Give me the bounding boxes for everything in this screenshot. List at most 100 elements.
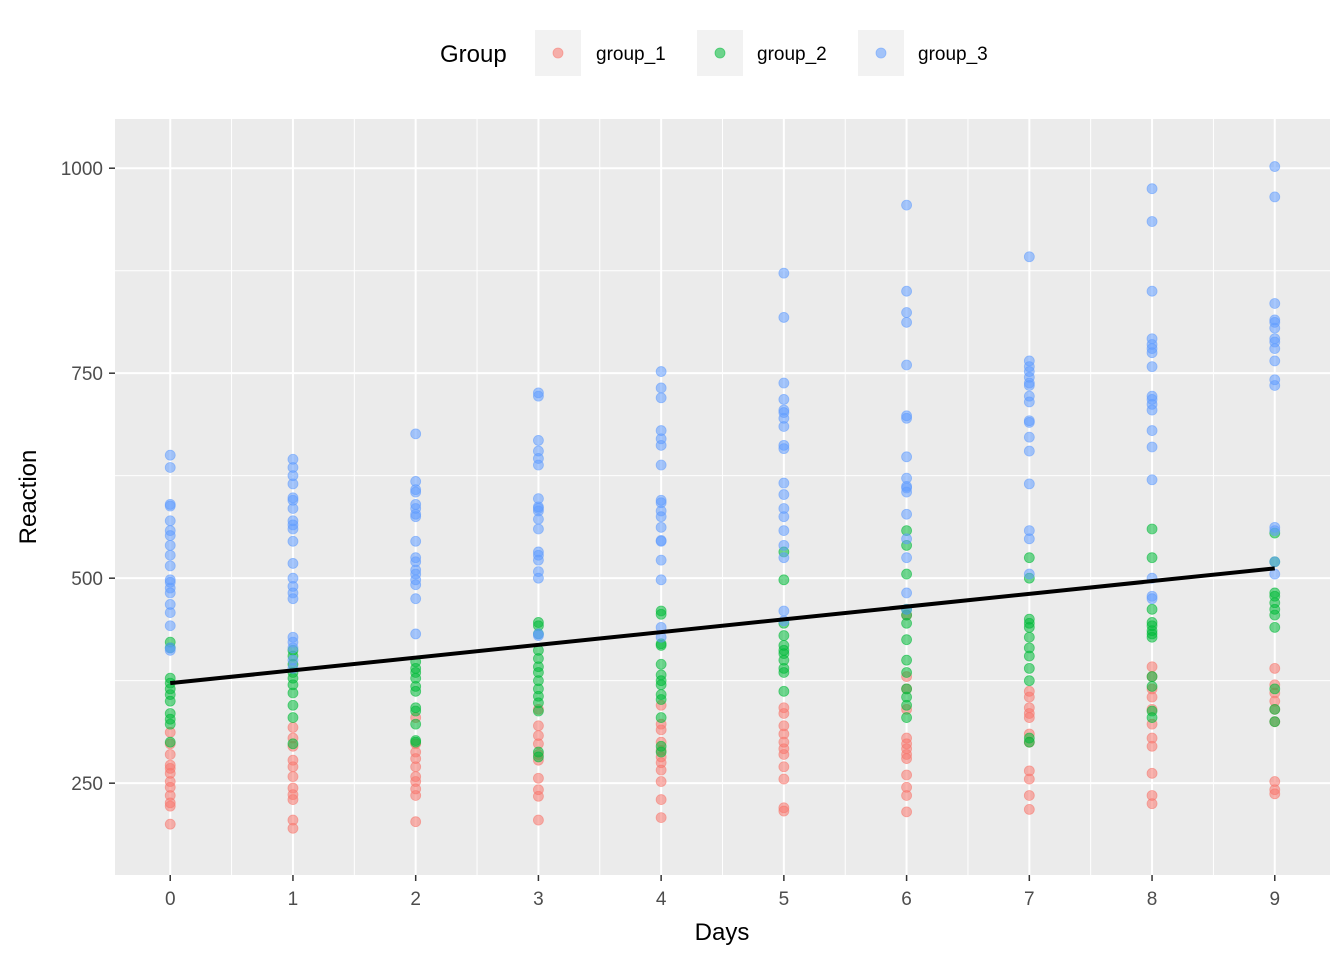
data-point: [410, 816, 422, 828]
data-point: [410, 552, 422, 564]
legend: Group group_1 group_2 group_3: [440, 30, 988, 76]
data-point: [655, 712, 667, 723]
data-point: [1146, 552, 1158, 564]
data-point: [778, 773, 790, 785]
data-point: [655, 521, 667, 533]
data-point: [1269, 314, 1281, 326]
data-point: [1146, 285, 1158, 297]
data-point: [1023, 355, 1035, 367]
data-point: [901, 316, 912, 328]
data-point: [901, 552, 912, 564]
data-point: [287, 782, 299, 794]
data-point: [1023, 415, 1035, 427]
data-point: [1269, 716, 1281, 728]
data-point: [1269, 298, 1281, 309]
data-point: [164, 574, 176, 586]
data-point: [778, 539, 790, 551]
x-tick-label: 1: [288, 889, 299, 910]
data-point: [533, 814, 544, 826]
data-point: [287, 754, 299, 766]
data-point: [655, 689, 667, 701]
data-point: [901, 307, 912, 318]
legend-title: Group: [440, 41, 507, 68]
data-point: [533, 546, 544, 558]
legend-label-group_3: group_3: [918, 44, 988, 65]
data-point: [1146, 617, 1158, 628]
data-point: [1269, 703, 1281, 715]
data-point: [410, 628, 422, 640]
data-point: [410, 702, 422, 714]
data-point: [901, 285, 912, 297]
data-point: [287, 515, 299, 527]
data-point: [1023, 790, 1035, 801]
data-point: [1023, 685, 1035, 697]
data-point: [164, 818, 176, 830]
data-point: [1146, 183, 1158, 195]
data-point: [901, 359, 912, 371]
data-point: [1023, 251, 1035, 263]
data-point: [1269, 355, 1281, 367]
data-point: [164, 599, 176, 610]
data-point: [410, 771, 422, 783]
data-point: [287, 771, 299, 783]
data-point: [533, 720, 544, 732]
data-point: [778, 394, 790, 405]
x-axis-title: Days: [695, 919, 750, 946]
data-point: [164, 539, 176, 551]
data-point: [287, 572, 299, 584]
data-point: [901, 806, 912, 818]
data-point: [1146, 705, 1158, 717]
data-point: [1146, 523, 1158, 535]
data-point: [655, 669, 667, 681]
data-point: [778, 761, 790, 773]
data-point: [1023, 431, 1035, 443]
data-point: [287, 453, 299, 465]
x-tick-label: 4: [656, 889, 667, 910]
series-group_3: [164, 161, 1281, 674]
data-point: [655, 794, 667, 805]
data-point: [1269, 333, 1281, 345]
data-point: [410, 428, 422, 440]
data-point: [1023, 552, 1035, 564]
y-tick-label: 1000: [61, 159, 103, 180]
data-point: [164, 749, 176, 760]
legend-label-group_2: group_2: [757, 44, 827, 65]
data-point: [164, 462, 176, 473]
data-point: [533, 523, 544, 535]
data-point: [1269, 161, 1281, 172]
data-point: [1146, 661, 1158, 673]
trend-line-layer: [170, 566, 1275, 686]
data-point: [1146, 790, 1158, 801]
data-point: [778, 439, 790, 451]
data-point: [164, 708, 176, 719]
data-point: [1269, 587, 1281, 599]
data-point: [778, 640, 790, 651]
data-point: [1269, 683, 1281, 695]
data-point: [778, 377, 790, 389]
data-point: [533, 387, 544, 399]
data-point: [778, 605, 790, 617]
data-point: [533, 435, 544, 446]
data-point: [1146, 603, 1158, 615]
data-point: [1146, 361, 1158, 373]
data-point: [1269, 374, 1281, 386]
data-point: [1269, 621, 1281, 633]
x-tick-label: 6: [901, 889, 912, 910]
data-point: [778, 552, 790, 564]
data-point: [410, 593, 422, 605]
data-point: [1146, 390, 1158, 402]
data-point: [1023, 478, 1035, 490]
data-point: [1023, 390, 1035, 402]
data-point: [164, 672, 176, 684]
data-point: [1146, 474, 1158, 486]
data-point: [410, 498, 422, 510]
data-point: [164, 736, 176, 748]
data-point: [533, 772, 544, 784]
data-point: [1269, 662, 1281, 674]
data-point: [1023, 732, 1035, 744]
data-point: [1146, 767, 1158, 779]
data-point: [655, 425, 667, 436]
data-point: [901, 732, 912, 744]
data-point: [655, 382, 667, 394]
